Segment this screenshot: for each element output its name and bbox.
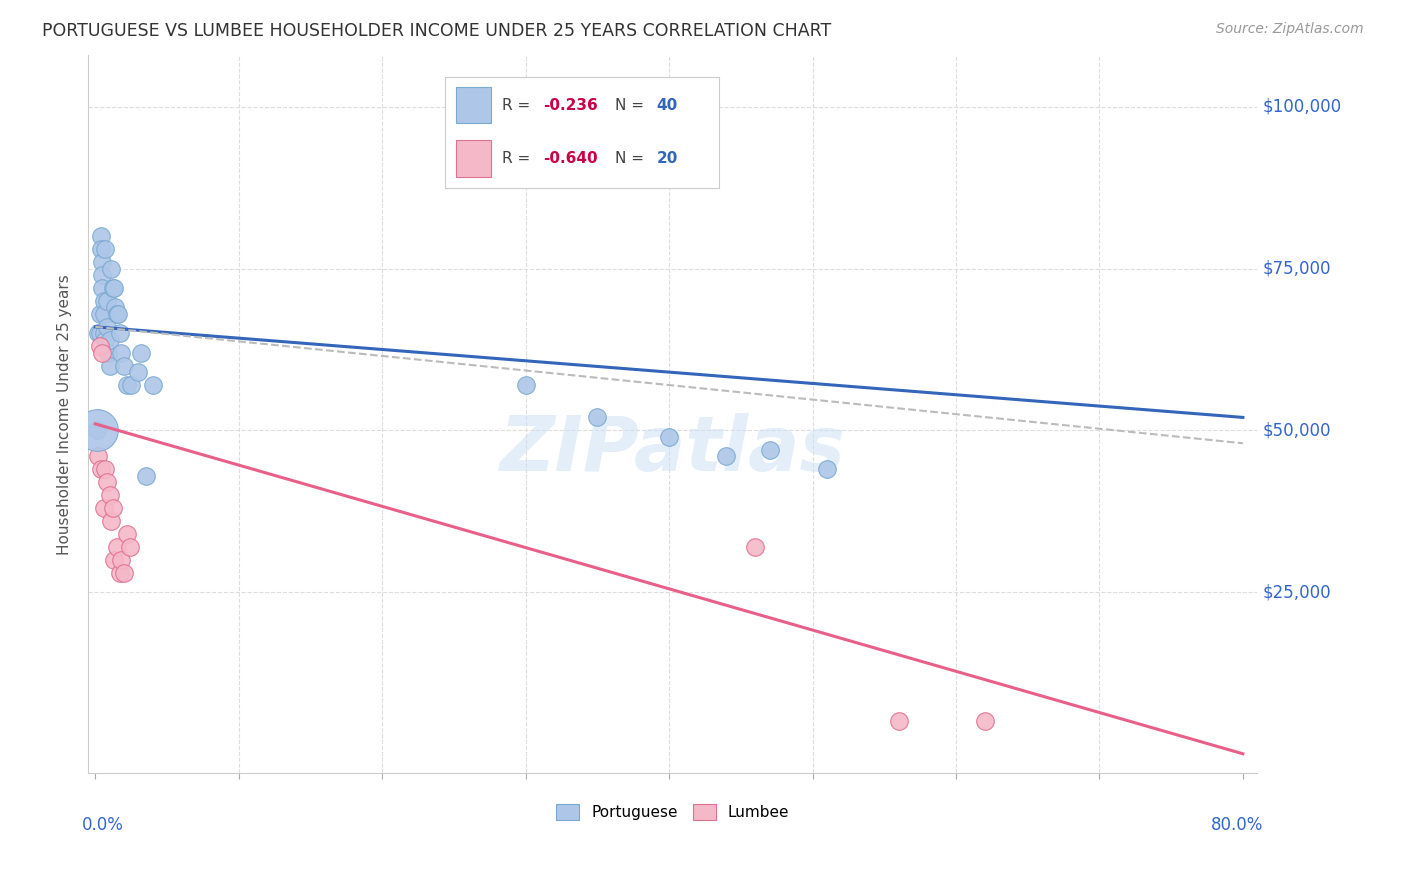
Point (90, 229, 112, 244)
Point (815, 462, 838, 476)
Text: $25,000: $25,000 (1263, 583, 1331, 601)
Point (758, 442, 780, 457)
Point (103, 281, 125, 295)
Text: ZIPatlas: ZIPatlas (499, 413, 845, 487)
Text: 0.0%: 0.0% (83, 816, 124, 834)
Point (89, 339, 111, 353)
Point (108, 566, 131, 580)
Point (104, 301, 127, 315)
Point (101, 500, 124, 515)
Point (110, 552, 132, 566)
Point (94, 242, 117, 256)
Point (105, 540, 128, 554)
Point (89, 326, 111, 341)
Point (86, 423, 108, 437)
Point (87, 449, 110, 463)
Point (87, 326, 110, 341)
Point (91, 345, 114, 359)
Text: $100,000: $100,000 (1263, 98, 1343, 116)
Point (135, 468, 157, 483)
Point (94, 333, 117, 347)
Point (89, 307, 111, 321)
Legend: Portuguese, Lumbee: Portuguese, Lumbee (550, 798, 796, 827)
Point (96, 319, 118, 334)
Text: $50,000: $50,000 (1263, 421, 1331, 440)
Point (142, 378, 165, 392)
Point (115, 526, 138, 541)
Text: 80.0%: 80.0% (1211, 816, 1263, 834)
Point (658, 430, 681, 444)
Point (103, 552, 125, 566)
Point (93, 326, 115, 341)
Point (118, 540, 141, 554)
Point (129, 345, 152, 359)
Point (110, 345, 132, 359)
Point (120, 378, 142, 392)
Point (100, 261, 122, 276)
Point (91, 255, 114, 269)
Point (91, 268, 114, 282)
Point (112, 566, 135, 580)
Point (127, 365, 149, 379)
Point (97, 345, 120, 359)
Point (93, 293, 115, 308)
Point (86, 423, 108, 437)
Point (90, 462, 112, 476)
Point (887, 714, 910, 729)
Point (90, 242, 112, 256)
Point (98, 333, 121, 347)
Point (115, 378, 138, 392)
Point (94, 462, 117, 476)
Point (98, 359, 121, 373)
Point (96, 475, 118, 489)
Point (716, 449, 738, 463)
Point (105, 307, 128, 321)
Point (108, 326, 131, 341)
Text: Source: ZipAtlas.com: Source: ZipAtlas.com (1216, 22, 1364, 37)
Point (112, 359, 135, 373)
Text: $75,000: $75,000 (1263, 260, 1331, 277)
Point (101, 281, 124, 295)
Point (93, 307, 115, 321)
Point (744, 540, 766, 554)
Point (107, 307, 129, 321)
Point (100, 514, 122, 528)
Point (96, 293, 118, 308)
Point (98, 488, 121, 502)
Point (586, 410, 609, 425)
Text: PORTUGUESE VS LUMBEE HOUSEHOLDER INCOME UNDER 25 YEARS CORRELATION CHART: PORTUGUESE VS LUMBEE HOUSEHOLDER INCOME … (42, 22, 831, 40)
Point (93, 500, 115, 515)
Point (91, 281, 114, 295)
Point (973, 714, 995, 729)
Y-axis label: Householder Income Under 25 years: Householder Income Under 25 years (58, 274, 72, 555)
Point (515, 378, 537, 392)
